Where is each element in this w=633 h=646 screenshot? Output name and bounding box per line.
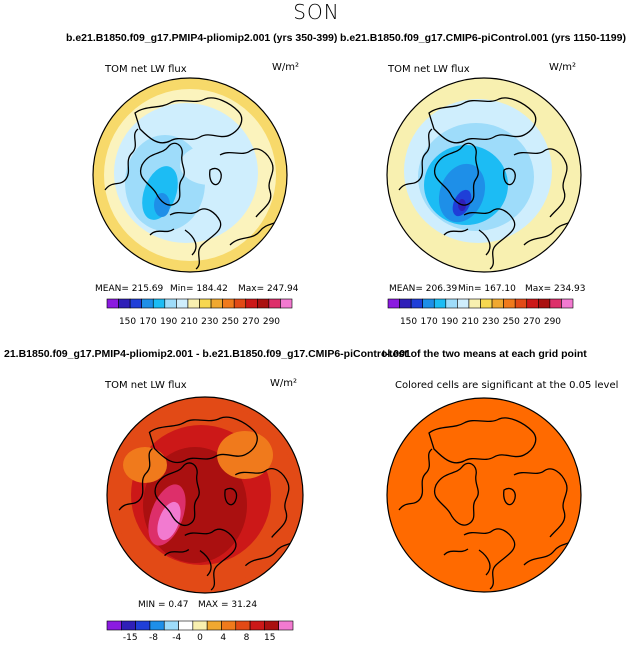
coastline: [398, 97, 575, 270]
colorbar-tick-label: 190: [441, 317, 459, 327]
map-boundary: [386, 77, 582, 273]
colorbar-tick-label: 270: [523, 317, 541, 327]
panel-2-field-label: TOM net LW flux: [388, 64, 470, 75]
panel-3-units: W/m²: [270, 378, 298, 389]
panel-3-min: MIN = 0.47: [138, 600, 189, 610]
colorbar-tick-label: 230: [201, 317, 219, 327]
coastline: [118, 416, 297, 591]
season-title: SON: [293, 0, 340, 24]
panel-1-max: Max= 247.94: [238, 284, 299, 294]
panel-2-colorbar: [387, 298, 574, 309]
colorbar-tick-label: 290: [262, 317, 281, 327]
field-region: [154, 193, 170, 217]
field-region: [157, 501, 181, 541]
coastline: [398, 417, 575, 590]
colorbar-tick-label: 170: [420, 317, 438, 327]
panel-2-max: Max= 234.93: [525, 284, 586, 294]
map-field: [93, 78, 287, 272]
panel-4-field-label: Colored cells are significant at the 0.0…: [395, 380, 619, 391]
colorbar-tick-label: 0: [197, 633, 203, 643]
map-boundary: [106, 396, 304, 594]
map-field: [107, 397, 303, 593]
colorbar-tick-label: 290: [543, 317, 562, 327]
panel-1-mean: MEAN= 215.69: [95, 284, 164, 294]
colorbar-swatch: [278, 620, 294, 631]
panel-2-mean: MEAN= 206.39: [389, 284, 458, 294]
colorbar-tick-label: 8: [243, 633, 250, 643]
colorbar-tick-label: 250: [502, 317, 520, 327]
panel-3-field-label: TOM net LW flux: [105, 380, 187, 391]
colorbar-tick-label: 210: [180, 317, 198, 327]
colorbar-tick-label: 150: [399, 317, 418, 327]
colorbar-tick-label: 15: [264, 633, 276, 643]
colorbar-tick-label: 250: [221, 317, 239, 327]
field-region: [180, 145, 240, 185]
panel-1-colorbar: [106, 298, 293, 309]
map-field: [387, 398, 581, 592]
panel4-title: t-test of the two means at each grid poi…: [382, 348, 587, 360]
panel1-title: b.e21.B1850.f09_g17.PMIP4-pliomip2.001 (…: [66, 32, 338, 44]
panel-1-field-label: TOM net LW flux: [105, 64, 187, 75]
panel3-title: 21.B1850.f09_g17.PMIP4-pliomip2.001 - b.…: [4, 348, 411, 360]
colorbar-tick-label: 170: [139, 317, 157, 327]
colorbar-tick-label: -15: [122, 633, 138, 643]
map-boundary: [92, 77, 288, 273]
colorbar-tick-label: 4: [220, 633, 227, 643]
colorbar-tick-label: -4: [172, 633, 182, 643]
panel-1-units: W/m²: [272, 62, 300, 73]
panel-1-min: Min= 184.42: [170, 284, 228, 294]
colorbar-tick-label: 230: [482, 317, 500, 327]
colorbar-swatch: [280, 298, 293, 309]
panel-3-max: MAX = 31.24: [198, 600, 258, 610]
field-background: [387, 398, 581, 592]
colorbar-swatch: [561, 298, 574, 309]
field-region: [123, 447, 167, 483]
panel-2-units: W/m²: [549, 62, 577, 73]
colorbar-tick-label: 150: [118, 317, 137, 327]
colorbar-tick-label: -8: [149, 633, 158, 643]
colorbar-tick-label: 210: [461, 317, 479, 327]
map-boundary: [386, 397, 582, 593]
panel-2-min: Min= 167.10: [458, 284, 516, 294]
panel2-title: b.e21.B1850.f09_g17.CMIP6-piControl.001 …: [340, 32, 626, 44]
colorbar-tick-label: 270: [242, 317, 260, 327]
colorbar-tick-label: 190: [160, 317, 178, 327]
panel-3-colorbar: [106, 620, 294, 631]
map-field: [387, 78, 581, 272]
